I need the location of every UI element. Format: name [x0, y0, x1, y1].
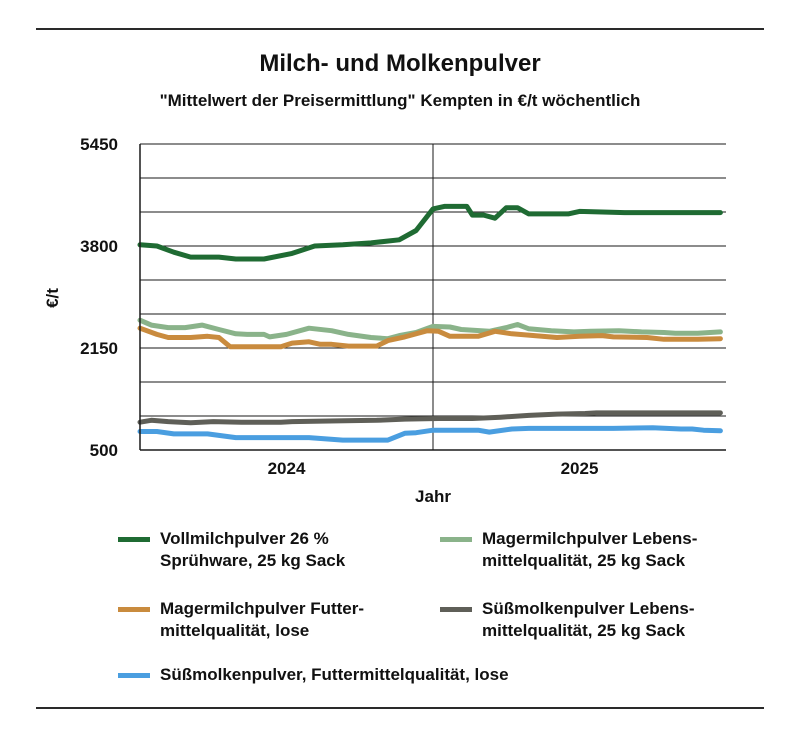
- series-line-5: [137, 425, 723, 443]
- bottom-rule: [36, 707, 764, 709]
- x-axis-label: Jahr: [415, 487, 451, 506]
- series-layer: [137, 203, 723, 443]
- axis-layer: 500 2150 3800 5450 2024 2025: [80, 135, 726, 478]
- chart-subtitle: "Mittelwert der Preisermittlung" Kempten…: [159, 91, 641, 110]
- y-tick-label: 3800: [80, 237, 118, 256]
- y-tick-label: 500: [90, 441, 118, 460]
- series-line-4: [137, 410, 723, 426]
- x-tick-label: 2024: [268, 459, 306, 478]
- chart-title: Milch- und Molkenpulver: [259, 50, 541, 77]
- y-tick-label: 2150: [80, 339, 118, 358]
- x-tick-label: 2025: [561, 459, 599, 478]
- grid-layer: [140, 143, 726, 451]
- top-rule: [36, 28, 764, 30]
- series-line-3: [137, 325, 723, 350]
- series-line-1: [137, 203, 723, 262]
- y-tick-label: 5450: [80, 135, 118, 154]
- y-axis-label: €/t: [43, 288, 62, 308]
